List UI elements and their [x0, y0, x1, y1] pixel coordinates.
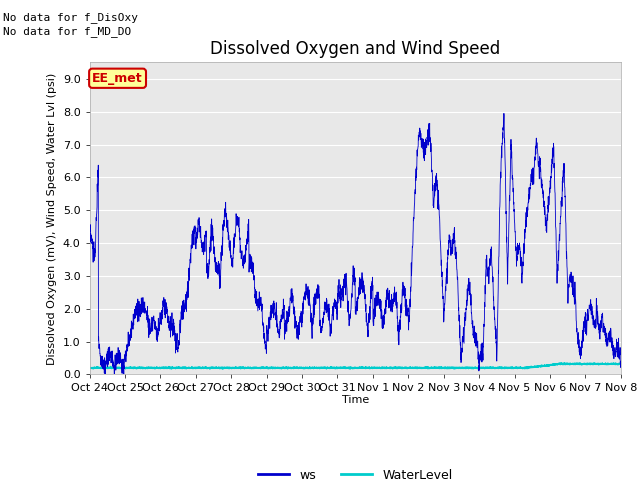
Title: Dissolved Oxygen and Wind Speed: Dissolved Oxygen and Wind Speed — [210, 40, 500, 58]
Text: EE_met: EE_met — [92, 72, 143, 85]
X-axis label: Time: Time — [342, 395, 369, 405]
Y-axis label: Dissolved Oxygen (mV), Wind Speed, Water Lvl (psi): Dissolved Oxygen (mV), Wind Speed, Water… — [47, 72, 57, 364]
Text: No data for f_DisOxy: No data for f_DisOxy — [3, 12, 138, 23]
Text: No data for f_MD_DO: No data for f_MD_DO — [3, 26, 131, 37]
Legend: ws, WaterLevel: ws, WaterLevel — [253, 464, 458, 480]
